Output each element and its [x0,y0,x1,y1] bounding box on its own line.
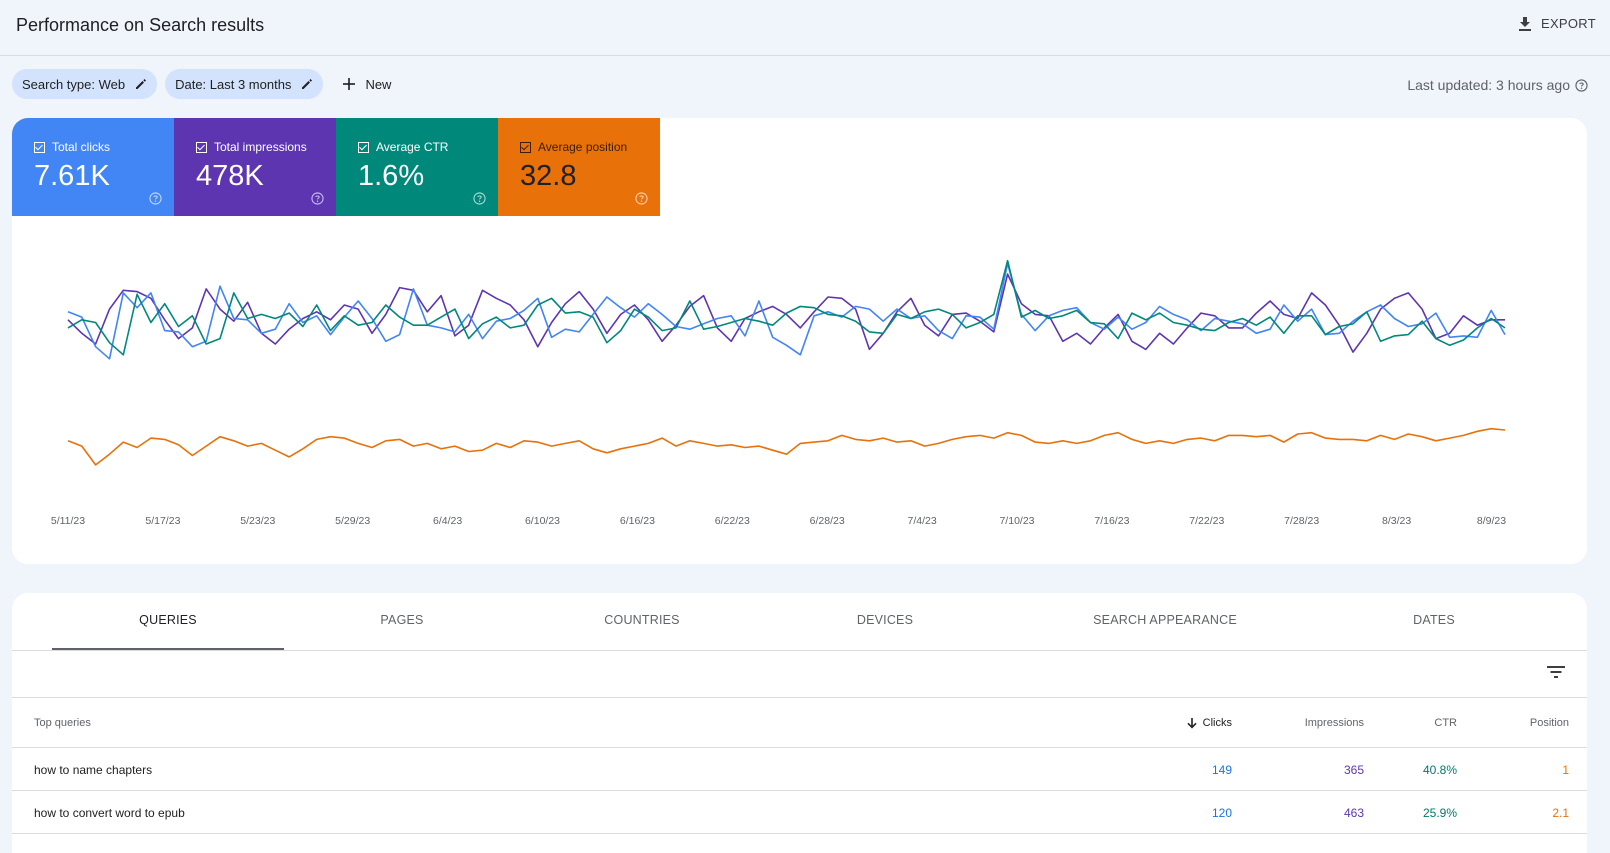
edit-icon [302,79,313,89]
x-tick-label: 5/23/23 [240,515,275,527]
search-type-chip[interactable]: Search type: Web [12,69,158,99]
metric-label: Average position [538,140,628,154]
ctr-cell: 40.8% [1422,763,1457,777]
x-tick-label: 5/11/23 [51,515,85,527]
help-icon[interactable] [473,192,486,205]
performance-chart-card: 5/11/23 5/17/23 5/23/23 5/29/23 6/4/23 6/10/2… [12,118,1587,564]
x-tick-label: 5/29/23 [335,515,370,527]
metric-tile-average-position[interactable]: Average position 32.8 [498,118,660,216]
metric-tile-total-impressions[interactable]: Total impressions 478K [174,118,336,216]
help-icon[interactable] [149,192,162,205]
column-header-impressions[interactable]: Impressions [1304,717,1364,729]
metric-value: 478K [196,160,264,192]
table-filter-row [12,651,1587,698]
column-header-query: Top queries [34,717,91,729]
x-tick-label: 5/17/23 [145,515,180,527]
metric-label: Average CTR [376,140,449,154]
performance-chart: 5/11/23 5/17/23 5/23/23 5/29/23 6/4/23 6/10/2… [51,259,1506,527]
impressions-cell: 463 [1343,806,1364,820]
new-filter-button[interactable]: New [343,77,391,92]
metric-value: 7.61K [34,160,110,192]
x-tick-label: 8/9/23 [1477,515,1506,527]
clicks-header-label: Clicks [1202,717,1232,729]
position-cell: 2.1 [1552,806,1569,820]
checkbox-icon [358,141,369,153]
column-header-position[interactable]: Position [1529,717,1569,729]
metric-value: 32.8 [520,160,577,192]
help-icon[interactable] [311,192,324,205]
series-line-average-position [67,427,1506,466]
x-tick-label: 6/4/23 [433,515,462,527]
table-row[interactable]: how to name chapters 149 365 40.8% 1 [12,748,1587,791]
x-tick-label: 6/22/23 [715,515,750,527]
column-header-clicks[interactable]: Clicks [1187,717,1232,729]
series-line-average-ctr [67,259,1506,356]
last-updated: Last updated: 3 hours ago [1407,77,1588,93]
plus-icon [343,78,356,90]
search-type-label: Search type: Web [22,76,126,92]
filter-bar: Search type: Web Date: Last 3 months New [12,69,391,99]
checkbox-icon [520,141,531,153]
metric-tile-total-clicks[interactable]: Total clicks 7.61K [12,118,174,216]
report-table-card: QUERIES PAGES COUNTRIES DEVICES SEARCH A… [12,593,1587,853]
new-filter-label: New [365,76,392,92]
table-row[interactable]: how to convert word to epub 120 463 25.9… [12,791,1587,834]
x-tick-label: 7/28/23 [1284,515,1319,527]
checkbox-icon [196,141,207,153]
metric-value: 1.6% [358,160,425,192]
edit-icon [136,79,147,89]
x-tick-label: 7/10/23 [999,515,1034,527]
page-header: Performance on Search results EXPORT [0,0,1610,56]
clicks-cell: 120 [1211,806,1232,820]
x-tick-label: 6/28/23 [810,515,845,527]
metric-label: Total impressions [214,140,307,154]
clicks-cell: 149 [1211,763,1232,777]
ctr-cell: 25.9% [1422,806,1457,820]
page-title: Performance on Search results [16,15,265,35]
series-line-total-clicks [67,262,1506,360]
metric-tiles: Total clicks 7.61K Total impressions 478… [12,118,660,216]
metric-label: Total clicks [52,140,111,154]
export-label: EXPORT [1540,16,1596,31]
tab-countries[interactable]: COUNTRIES [604,613,680,627]
x-tick-label: 7/22/23 [1189,515,1224,527]
download-icon [1518,16,1531,31]
tab-pages[interactable]: PAGES [380,613,424,627]
x-tick-label: 7/4/23 [907,515,936,527]
table-header: Top queries Clicks Impressions CTR Posit… [12,698,1587,748]
x-tick-label: 7/16/23 [1094,515,1129,527]
tab-devices[interactable]: DEVICES [856,613,914,627]
active-tab-indicator [52,648,284,650]
report-tabs: QUERIES PAGES COUNTRIES DEVICES SEARCH A… [12,593,1587,651]
checkbox-icon [34,141,45,153]
date-range-label: Date: Last 3 months [175,76,292,92]
impressions-cell: 365 [1343,763,1364,777]
query-cell: how to convert word to epub [34,806,185,820]
date-range-chip[interactable]: Date: Last 3 months [165,69,324,99]
query-cell: how to name chapters [34,763,153,777]
tab-dates[interactable]: DATES [1413,613,1455,627]
x-tick-label: 6/10/23 [525,515,560,527]
export-button[interactable]: EXPORT [1518,16,1596,31]
help-icon[interactable] [635,192,648,205]
metric-tile-average-ctr[interactable]: Average CTR 1.6% [336,118,498,216]
series-line-total-impressions [67,273,1505,353]
x-tick-label: 6/16/23 [620,515,655,527]
tab-search-appearance[interactable]: SEARCH APPEARANCE [1093,613,1237,627]
position-cell: 1 [1562,763,1569,777]
arrow-down-icon [1187,717,1197,728]
filter-icon[interactable] [1547,665,1565,679]
help-icon[interactable] [1575,78,1588,92]
x-tick-label: 8/3/23 [1382,515,1411,527]
column-header-ctr[interactable]: CTR [1434,717,1457,729]
tab-queries[interactable]: QUERIES [139,613,197,627]
last-updated-text: Last updated: 3 hours ago [1407,77,1570,93]
